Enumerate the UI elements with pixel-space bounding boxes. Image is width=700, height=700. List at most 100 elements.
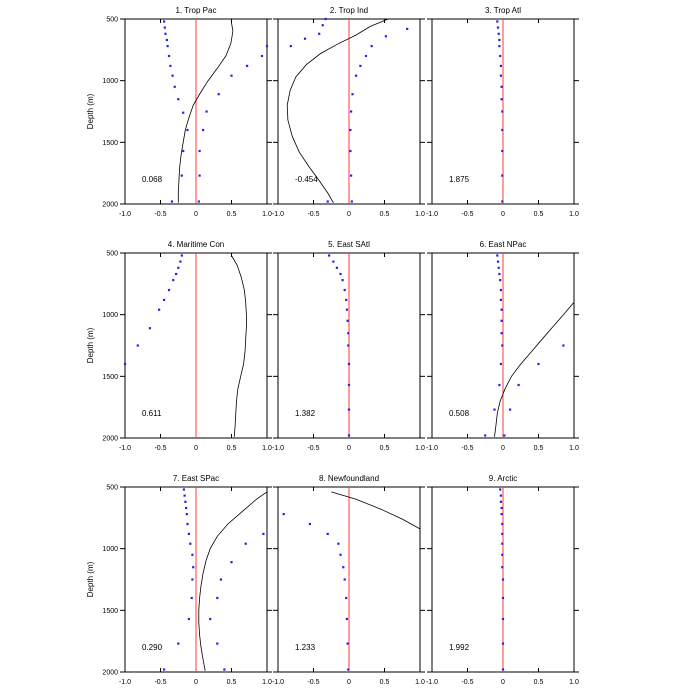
panel-1-point (163, 26, 166, 29)
panel-6-point (499, 288, 502, 292)
panel-3-point (499, 64, 502, 67)
panel-1-xtick-label: -1.0 (119, 211, 131, 218)
panel-7-ytick-label: 1500 (102, 608, 118, 615)
panel-4-point (123, 362, 127, 366)
panel-9-point (501, 617, 505, 621)
panel-4-xtick-label: -1.0 (119, 445, 131, 452)
panel-5-xtick-label: -0.5 (307, 445, 319, 452)
panel-4-point (172, 279, 175, 282)
panel-1-ytick-label: 2000 (102, 202, 118, 209)
panel-7-point (192, 566, 195, 569)
panel-8-point (339, 553, 342, 556)
panel-5-point (328, 254, 331, 257)
panel-2-point (406, 27, 409, 30)
panel-2-point (321, 24, 324, 27)
panel-3-title: 3. Trop Atl (485, 6, 521, 15)
panel-6-point (498, 272, 501, 276)
panel-3-point (498, 45, 501, 48)
panel-1-point (163, 20, 166, 23)
panel-8-point (282, 513, 285, 516)
panel-1-xtick-label: 1.0 (262, 211, 272, 218)
panel-5-point (345, 308, 348, 311)
panel-6-point (509, 408, 512, 411)
panel-8-point (345, 617, 348, 621)
panel-1-point (198, 174, 201, 177)
panel-3-point (498, 38, 501, 42)
panel-6-point (503, 434, 506, 437)
panel-9-point (499, 488, 502, 491)
panel-1-xtick-label: 0 (194, 211, 198, 218)
panel-1-point (217, 93, 220, 96)
panel-2-point (350, 174, 353, 177)
panel-8-xtick-label: 0 (347, 679, 351, 686)
panel-8-xtick-label: 1.0 (415, 679, 425, 686)
panel-2-point (349, 128, 352, 132)
panel-8-xtick-label: -0.5 (307, 679, 319, 686)
panel-9-point (501, 668, 505, 671)
panel-9-xtick-label: -0.5 (461, 679, 473, 686)
panel-1-point (164, 32, 167, 35)
panel-7-point (187, 617, 190, 621)
panel-7-point (189, 542, 192, 545)
panel-4-curve (231, 255, 247, 437)
panel-5-point (347, 383, 351, 387)
panel-5-point (332, 260, 335, 263)
panel-6-point (499, 362, 502, 366)
panel-3-point (496, 26, 500, 29)
panel-1-point (173, 85, 176, 88)
panel-8-point (308, 522, 311, 526)
panel-9-point (501, 566, 504, 569)
panel-7-stat: 0.290 (142, 643, 163, 652)
panel-1-point (171, 74, 174, 77)
panel-5-xtick-label: 0.5 (380, 445, 390, 452)
panel-2-point (370, 45, 373, 48)
panel-3-point (501, 128, 504, 132)
panel-4-point (167, 288, 171, 292)
panel-2-point (350, 110, 353, 113)
panel-5-point (335, 266, 338, 269)
panel-1-point (197, 200, 200, 203)
panel-8-xtick-label: -1.0 (272, 679, 284, 686)
panel-6-point (496, 260, 500, 263)
panel-2-point (349, 149, 352, 153)
panel-7-xtick-label: -0.5 (154, 679, 166, 686)
panel-4-point (180, 254, 183, 257)
panel-9-point (500, 506, 503, 510)
panel-9-point (501, 553, 504, 556)
panel-2-xtick-label: -1.0 (272, 211, 284, 218)
panel-2-point (326, 200, 329, 203)
panel-4-xtick-label: 0 (194, 445, 198, 452)
panel-9-xtick-label: -1.0 (426, 679, 438, 686)
panel-7-ytick-label: 500 (106, 485, 118, 492)
panel-1-curve (177, 22, 234, 203)
panel-7-ylabel: Depth (m) (86, 561, 95, 597)
panel-4-title: 4. Maritime Con (168, 240, 224, 249)
panel-9-xtick-label: 0.5 (534, 679, 544, 686)
panel-5-point (346, 319, 349, 322)
panel-1-point (265, 45, 269, 48)
panel-5-title: 5. East SAtl (328, 240, 370, 249)
panel-5-point (345, 298, 348, 301)
panel-8-xtick-label: 0.5 (380, 679, 390, 686)
panel-1-point (202, 128, 205, 132)
panel-5-point (347, 434, 351, 437)
panel-6-xtick-label: 1.0 (569, 445, 579, 452)
panel-9-point (501, 596, 505, 600)
panel-8-stat: 1.233 (295, 643, 316, 652)
panel-9-point (501, 642, 505, 645)
panel-7-point (223, 668, 226, 671)
panel-1-point (170, 200, 173, 203)
panel-6-point (499, 298, 502, 301)
panel-6-point (500, 332, 503, 335)
panel-8-point (346, 642, 349, 645)
panel-5-point (339, 272, 342, 276)
panel-9-point (499, 494, 502, 497)
panel-1-xtick-label: 0.5 (227, 211, 237, 218)
panel-3-point (501, 110, 504, 113)
panel-7-point (177, 642, 180, 645)
panel-2-point (384, 35, 387, 38)
panel-1-ylabel: Depth (m) (86, 93, 95, 129)
panel-7-point (219, 578, 222, 581)
panel-4-point (163, 298, 166, 301)
